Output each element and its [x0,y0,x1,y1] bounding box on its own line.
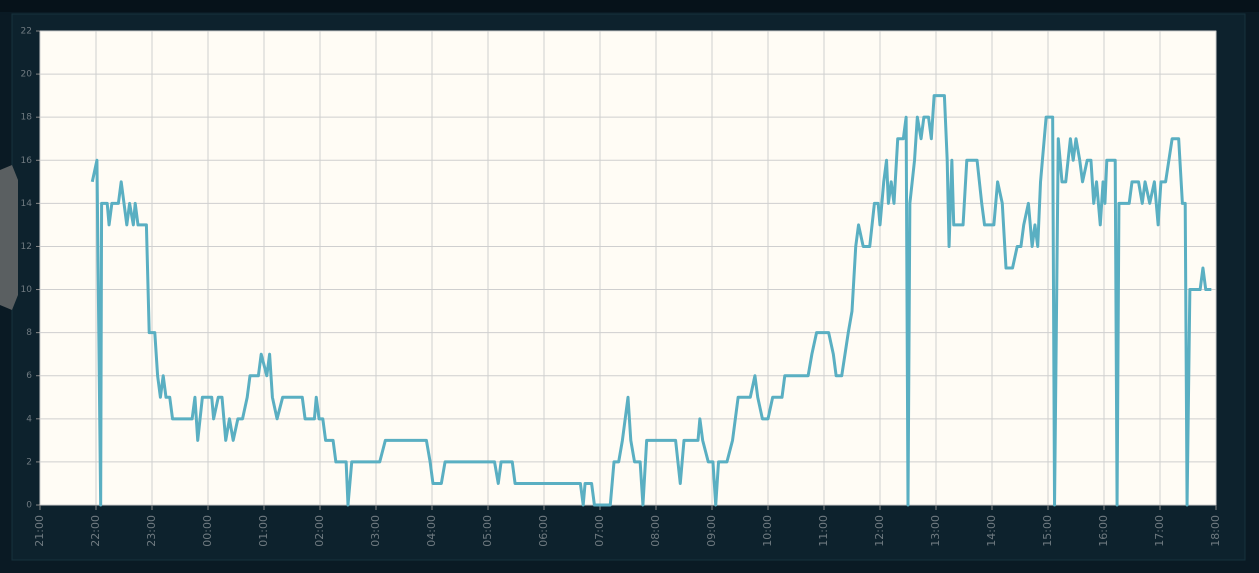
plot-area [39,30,1217,506]
x-tick-label: 14:00 [985,515,998,547]
y-tick-label: 4 [26,414,32,424]
y-tick-label: 8 [26,328,32,338]
x-tick-label: 05:00 [481,515,494,547]
x-tick-label: 18:00 [1209,515,1222,547]
x-tick-label: 17:00 [1153,515,1166,547]
y-tick-label: 2 [26,457,32,467]
y-tick-label: 10 [21,285,33,295]
y-tick-label: 6 [26,371,32,381]
x-tick-label: 07:00 [593,515,606,547]
x-tick-label: 16:00 [1097,515,1110,547]
x-tick-label: 11:00 [817,515,830,547]
x-tick-label: 03:00 [369,515,382,547]
y-tick-label: 16 [21,156,33,166]
x-tick-label: 01:00 [257,515,270,547]
y-tick-label: 18 [21,113,33,123]
data-line [90,94,1212,507]
x-tick-label: 15:00 [1041,515,1054,547]
x-tick-label: 08:00 [649,515,662,547]
x-tick-label: 10:00 [761,515,774,547]
y-tick-label: 12 [21,242,32,252]
x-tick-label: 23:00 [145,515,158,547]
x-tick-label: 04:00 [425,515,438,547]
y-tick-label: 22 [21,27,32,37]
x-tick-label: 12:00 [873,515,886,547]
x-tick-label: 02:00 [313,515,326,547]
x-tick-label: 06:00 [537,515,550,547]
y-tick-label: 14 [21,199,33,209]
x-tick-label: 09:00 [705,515,718,547]
y-tick-label: 0 [26,501,32,511]
x-tick-label: 13:00 [929,515,942,547]
y-tick-label: 20 [21,70,33,80]
x-tick-label: 00:00 [201,515,214,547]
x-tick-label: 22:00 [89,515,102,547]
x-tick-label: 21:00 [33,515,46,547]
top-strip [0,0,1259,12]
side-handle [0,165,18,310]
